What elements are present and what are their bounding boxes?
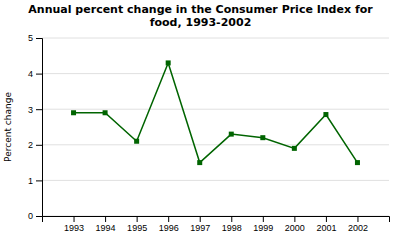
tick-mark <box>36 180 42 181</box>
tick-mark <box>36 216 42 217</box>
axis-line <box>43 217 390 223</box>
tick-mark <box>36 74 42 75</box>
tick: 0 <box>28 211 42 221</box>
marker <box>197 160 202 165</box>
tick-label: 5 <box>28 33 33 43</box>
tick: 1998 <box>222 216 242 233</box>
tick-label: 2000 <box>285 223 305 233</box>
tick-label: 1996 <box>159 223 179 233</box>
grid-line <box>42 73 389 74</box>
tick-mark <box>200 216 201 222</box>
line <box>74 63 358 163</box>
tick-mark <box>263 216 264 222</box>
chart: Annual percent change in the Consumer Pr… <box>0 0 401 238</box>
tick-mark <box>137 216 138 222</box>
y-axis: 0 1 2 3 4 5 <box>28 33 43 221</box>
grid-line <box>42 180 389 181</box>
marker <box>260 135 265 140</box>
title-line: Annual percent change in the Consumer Pr… <box>28 3 373 16</box>
tick-label: 3 <box>28 105 33 115</box>
tick: 2 <box>28 140 42 150</box>
tick: 1997 <box>190 216 210 233</box>
marker <box>355 160 360 165</box>
tick-mark <box>36 145 42 146</box>
marker <box>103 110 108 115</box>
tick-label: 4 <box>28 69 33 79</box>
marker <box>166 60 171 65</box>
grid-line <box>42 38 389 39</box>
tick: 1999 <box>253 216 273 233</box>
tick-label: 2 <box>28 140 33 150</box>
tick-mark <box>168 216 169 222</box>
tick: 2002 <box>348 216 368 233</box>
tick: 1993 <box>64 216 84 233</box>
series <box>71 60 360 165</box>
grid <box>42 38 389 216</box>
tick-label: 1999 <box>253 223 273 233</box>
tick-mark <box>36 38 42 39</box>
tick: 3 <box>28 105 42 115</box>
plot: 1993 1994 1995 1996 1997 1998 1999 2000 2001 2002… <box>28 33 390 233</box>
y-axis-label: Percent change <box>3 92 13 162</box>
tick: 4 <box>28 69 42 79</box>
tick-label: 1998 <box>222 223 242 233</box>
tick-label: 2001 <box>316 223 336 233</box>
tick: 1996 <box>159 216 179 233</box>
tick-label: 1997 <box>190 223 210 233</box>
tick: 1995 <box>127 216 147 233</box>
tick: 2001 <box>316 216 336 233</box>
title-line: food, 1993-2002 <box>150 16 252 29</box>
marker <box>323 112 328 117</box>
x-axis: 1993 1994 1995 1996 1997 1998 1999 2000 2001 2002 <box>43 216 390 233</box>
axis-line <box>36 39 43 217</box>
tick-label: 1995 <box>127 223 147 233</box>
tick-mark <box>231 216 232 222</box>
marker <box>229 132 234 137</box>
tick-mark <box>357 216 358 222</box>
tick-label: 1994 <box>96 223 116 233</box>
grid-line <box>42 144 389 145</box>
tick: 1 <box>28 176 42 186</box>
tick-label: 0 <box>28 211 33 221</box>
tick-label: 2002 <box>348 223 368 233</box>
tick: 2000 <box>285 216 305 233</box>
tick: 5 <box>28 33 42 43</box>
grid-line <box>42 109 389 110</box>
title: Annual percent change in the Consumer Pr… <box>28 3 373 29</box>
tick: 1994 <box>96 216 116 233</box>
tick-label: 1 <box>28 176 33 186</box>
tick-mark <box>105 216 106 222</box>
tick-mark <box>36 109 42 110</box>
marker <box>71 110 76 115</box>
marker <box>292 146 297 151</box>
tick-mark <box>326 216 327 222</box>
tick-mark <box>294 216 295 222</box>
tick-mark <box>74 216 75 222</box>
tick-label: 1993 <box>64 223 84 233</box>
marker <box>134 139 139 144</box>
